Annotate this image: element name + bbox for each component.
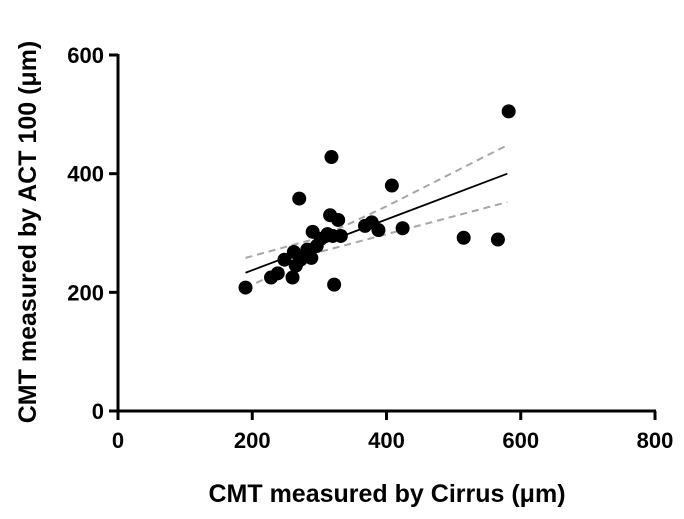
data-point	[331, 212, 346, 227]
data-point	[456, 230, 471, 245]
data-point	[238, 280, 253, 295]
x-axis-title: CMT measured by Cirrus (μm)	[208, 480, 565, 508]
data-point	[324, 150, 339, 165]
x-tick-label: 600	[502, 428, 539, 453]
data-point	[292, 191, 307, 206]
y-axis-title: CMT measured by ACT 100 (μm)	[14, 41, 42, 424]
data-point	[490, 232, 505, 247]
data-point	[304, 250, 319, 265]
ci-upper-line	[245, 144, 508, 259]
axes: 0 200 400 600 800 0 200 400 600	[67, 43, 673, 453]
y-tick-label: 600	[67, 43, 104, 68]
y-tick-label: 0	[92, 399, 104, 424]
x-tick-label: 200	[234, 428, 271, 453]
data-point	[327, 277, 342, 292]
ci-lower-line	[245, 201, 508, 290]
data-point	[285, 270, 300, 285]
x-tick-label: 800	[637, 428, 674, 453]
regression-line	[245, 172, 508, 274]
x-tick-label: 400	[368, 428, 405, 453]
data-point	[395, 221, 410, 236]
plot-area	[238, 104, 516, 295]
y-tick-label: 200	[67, 280, 104, 305]
x-tick-label: 0	[112, 428, 124, 453]
data-point	[270, 266, 285, 281]
y-tick-label: 400	[67, 162, 104, 187]
data-point	[371, 223, 386, 238]
data-point	[384, 178, 399, 193]
data-point	[501, 104, 516, 119]
